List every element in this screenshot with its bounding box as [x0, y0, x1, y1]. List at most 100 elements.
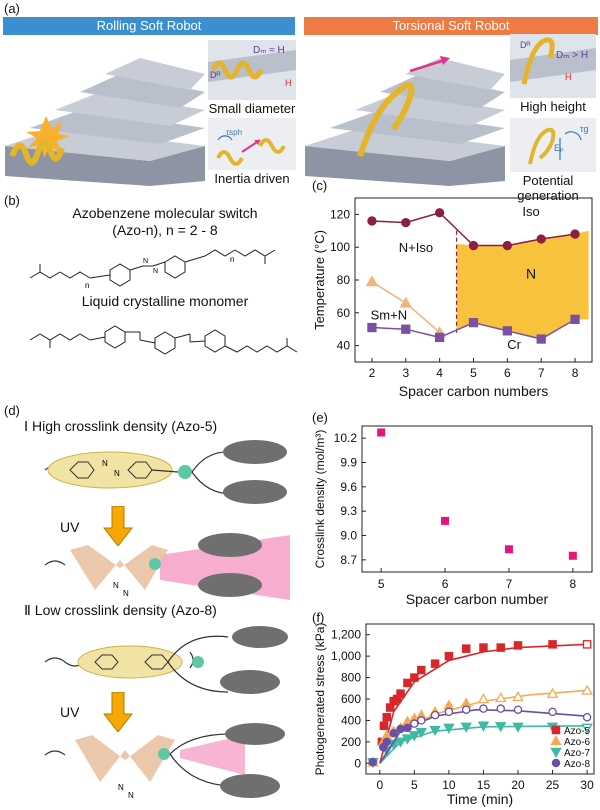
data-point [468, 317, 479, 328]
motion-arrow [409, 58, 446, 73]
data-point [568, 551, 577, 560]
y-tick-label: 600 [341, 692, 361, 706]
data-point-azo-7 [512, 722, 524, 733]
high-crosslink-heading: Ⅰ High crosslink density (Azo-5) [24, 418, 218, 434]
rolling-header: Rolling Soft Robot [3, 17, 295, 35]
y-axis-label: Temperature (°C) [312, 230, 327, 330]
data-point-azo-8 [410, 719, 419, 728]
x-tick-label: 8 [572, 366, 579, 380]
data-point-azo-7 [401, 734, 414, 745]
data-point [377, 428, 386, 437]
data-point-azo-8 [496, 704, 505, 713]
legend-label-azo-8: Azo-8 [564, 759, 591, 770]
y-tick-label: 100 [330, 240, 350, 254]
legend-marker-azo-8 [551, 758, 561, 768]
svg-text:N: N [113, 581, 119, 590]
small-diameter-inset [208, 40, 296, 100]
data-point-azo-8 [479, 704, 488, 713]
high-height-inset [510, 34, 596, 98]
low-crosslink-cis-network: NN [44, 723, 285, 800]
uv-arrow-icon[interactable] [103, 692, 133, 732]
panel-label-f: (f) [312, 610, 325, 625]
dr-label-left: Dᴿ [210, 70, 221, 80]
x-axis-label: Spacer carbon number [406, 591, 549, 607]
region-label-iso: Iso [522, 204, 539, 219]
legend-label-azo-5: Azo-5 [564, 726, 591, 737]
data-point-azo-5 [382, 712, 391, 722]
data-point-azo-8 [461, 705, 471, 714]
data-point-azo-7 [408, 731, 421, 742]
data-point-azo-7 [394, 737, 407, 748]
data-point [536, 234, 546, 244]
twisted-ribbon [357, 82, 415, 157]
region-label-cr: Cr [507, 337, 521, 352]
azo-title-line2: (Azo-n), n = 2 - 8 [112, 222, 218, 238]
data-point [570, 229, 580, 239]
x-tick-label: 0 [376, 778, 383, 792]
mesogen-ellipse [223, 440, 287, 464]
data-point [441, 516, 450, 525]
stair-step-3 [55, 92, 205, 126]
n-subscript: n [230, 255, 234, 264]
data-point-azo-7 [443, 723, 455, 734]
mesogen-ellipse [223, 480, 287, 504]
high-crosslink-trans-network: NN [44, 440, 287, 504]
y-tick-label: 400 [341, 713, 361, 727]
data-point-azo-8 [430, 710, 440, 720]
y-axis-label: Crosslink density (mol/m³) [313, 430, 327, 569]
azo-cis-highlight [70, 545, 168, 590]
x-tick-label: 5 [470, 366, 477, 380]
tau-sph-label: τsph [226, 128, 243, 137]
uv-label-1: UV [60, 519, 80, 535]
uv-arrow-icon[interactable] [103, 506, 133, 546]
dr-eq-h-label: Dₘ ≈ H [253, 45, 285, 56]
data-point-azo-5 [479, 643, 488, 652]
data-point [434, 208, 445, 218]
data-point-azo-7 [460, 722, 472, 733]
data-point-azo-5 [582, 640, 592, 649]
data-point-azo-8 [582, 712, 592, 722]
data-point-azo-7 [581, 723, 593, 734]
legend-label-azo-7: Azo-7 [564, 748, 591, 759]
x-axis-label: Time (min) [447, 791, 513, 807]
data-point-azo-6 [477, 693, 490, 704]
y-tick-label: 60 [337, 306, 351, 320]
torsional-stairs-illustration [305, 56, 505, 186]
y-tick-label: 120 [330, 207, 350, 221]
data-point-azo-8 [548, 707, 557, 717]
potential-generation-caption: Potential generation [517, 173, 579, 203]
n-atom: N [143, 258, 148, 265]
x-tick-label: 6 [504, 366, 511, 380]
data-point-azo-8 [403, 723, 412, 733]
uv-label-2: UV [60, 704, 80, 720]
x-tick-label: 7 [506, 577, 513, 591]
data-point-azo-5 [430, 659, 440, 668]
ep-label: Eₚ [554, 143, 564, 153]
y-tick-label: 80 [337, 273, 351, 287]
svg-text:N: N [114, 469, 120, 478]
crosslink-node [178, 465, 192, 479]
x-tick-label: 15 [477, 778, 491, 792]
data-point [502, 326, 513, 336]
y-tick-label: 10.2 [334, 431, 358, 445]
data-point-azo-6 [546, 687, 559, 698]
fit-line-azo-8 [379, 708, 588, 764]
torsional-header: Torsional Soft Robot [304, 17, 598, 35]
potential-inset [510, 118, 596, 172]
x-tick-label: 4 [436, 366, 443, 380]
data-point [468, 240, 479, 251]
x-tick-label: 8 [569, 577, 576, 591]
data-point [367, 216, 377, 226]
rolling-stairs-illustration [5, 58, 205, 186]
data-point-azo-8 [444, 707, 454, 717]
stair-step-4 [80, 74, 205, 108]
data-point-azo-8 [396, 724, 405, 734]
panel-label-e: (e) [312, 410, 328, 425]
region-label-niso: N+Iso [399, 240, 433, 255]
region-label-n: N [526, 265, 536, 281]
data-point-azo-6 [495, 692, 507, 703]
azo-molecule-structure: N N n n [29, 249, 276, 290]
x-tick-label: 7 [538, 366, 545, 380]
data-point-azo-7 [415, 727, 427, 739]
panel-label-a: (a) [4, 1, 20, 16]
